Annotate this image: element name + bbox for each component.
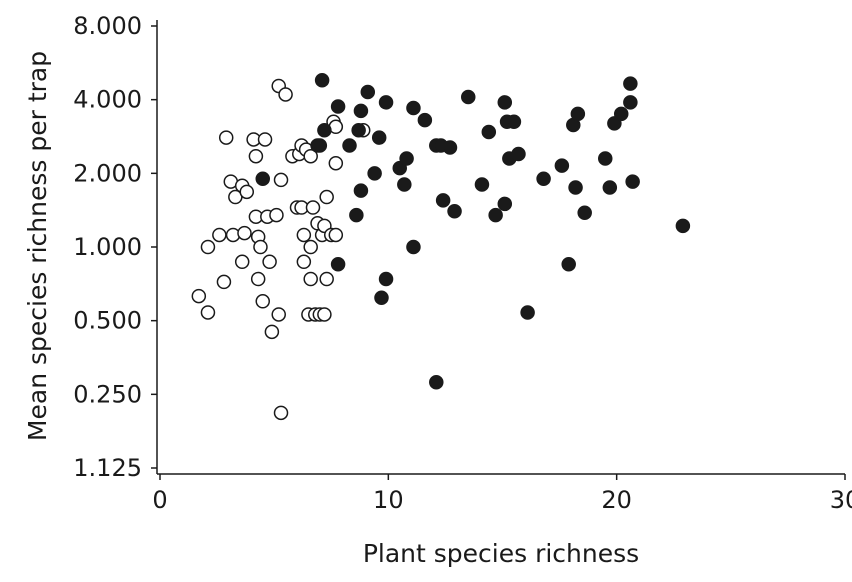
filled-point xyxy=(489,209,502,222)
open-point xyxy=(297,228,310,241)
filled-point xyxy=(626,175,639,188)
filled-point xyxy=(599,152,612,165)
filled-point xyxy=(352,124,365,137)
y-tick-label: 2.000 xyxy=(73,159,142,187)
filled-point xyxy=(350,209,363,222)
open-point xyxy=(304,241,317,254)
y-tick-label: 1.000 xyxy=(73,233,142,261)
open-point xyxy=(201,241,214,254)
filled-point xyxy=(354,104,367,117)
filled-point xyxy=(562,258,575,271)
filled-point xyxy=(498,96,511,109)
filled-point xyxy=(375,291,388,304)
x-tick-label: 30 xyxy=(830,486,852,514)
open-point xyxy=(306,201,319,214)
filled-point xyxy=(521,306,534,319)
y-tick-label: 0.500 xyxy=(73,307,142,335)
filled-point xyxy=(361,85,374,98)
open-point xyxy=(256,295,269,308)
filled-point xyxy=(462,91,475,104)
filled-point xyxy=(448,205,461,218)
open-point xyxy=(320,273,333,286)
filled-point xyxy=(354,184,367,197)
x-tick-label: 20 xyxy=(601,486,632,514)
filled-point xyxy=(437,194,450,207)
y-tick-label: 1.125 xyxy=(73,454,142,482)
open-point xyxy=(318,308,331,321)
filled-point xyxy=(368,167,381,180)
filled-point xyxy=(343,139,356,152)
filled-point xyxy=(555,159,568,172)
filled-point xyxy=(400,152,413,165)
open-point xyxy=(240,185,253,198)
filled-point xyxy=(313,139,326,152)
filled-point xyxy=(380,96,393,109)
open-point xyxy=(275,406,288,419)
open-point xyxy=(297,255,310,268)
filled-point xyxy=(624,96,637,109)
filled-point xyxy=(603,181,616,194)
y-ticks: 1.125 0.250 0.500 1.000 2.000 4.000 8.000 xyxy=(73,12,157,482)
x-ticks: 0 10 20 30 xyxy=(152,474,852,514)
filled-point xyxy=(443,141,456,154)
filled-point xyxy=(332,100,345,113)
filled-point xyxy=(430,376,443,389)
open-point xyxy=(249,150,262,163)
open-point xyxy=(254,241,267,254)
filled-point xyxy=(373,131,386,144)
open-point xyxy=(329,157,342,170)
filled-point xyxy=(380,273,393,286)
filled-point xyxy=(418,114,431,127)
open-point xyxy=(220,131,233,144)
open-point xyxy=(201,306,214,319)
y-tick-label: 0.250 xyxy=(73,380,142,408)
filled-point xyxy=(676,219,689,232)
open-point xyxy=(252,273,265,286)
y-axis-title: Mean species richness per trap xyxy=(23,51,52,441)
x-tick-label: 0 xyxy=(152,486,167,514)
filled-point xyxy=(318,124,331,137)
open-point xyxy=(329,228,342,241)
open-point xyxy=(279,88,292,101)
filled-point xyxy=(507,115,520,128)
open-point xyxy=(270,209,283,222)
open-point xyxy=(238,227,251,240)
y-tick-label: 4.000 xyxy=(73,86,142,114)
filled-point xyxy=(512,147,525,160)
open-point xyxy=(236,255,249,268)
filled-point xyxy=(398,178,411,191)
x-tick-label: 10 xyxy=(373,486,404,514)
open-point xyxy=(320,191,333,204)
filled-point xyxy=(498,197,511,210)
filled-point xyxy=(475,178,488,191)
open-point xyxy=(213,228,226,241)
open-point xyxy=(259,133,272,146)
filled-point xyxy=(482,126,495,139)
open-point xyxy=(304,273,317,286)
filled-point xyxy=(569,181,582,194)
y-tick-label: 8.000 xyxy=(73,12,142,40)
open-point xyxy=(275,173,288,186)
open-point xyxy=(263,255,276,268)
open-point xyxy=(192,290,205,303)
open-point xyxy=(272,308,285,321)
filled-point xyxy=(407,101,420,114)
filled-point xyxy=(332,258,345,271)
filled-point xyxy=(407,241,420,254)
filled-point xyxy=(537,172,550,185)
filled-point xyxy=(615,107,628,120)
scatter-chart: 1.125 0.250 0.500 1.000 2.000 4.000 8.000 0 10 2… xyxy=(0,0,852,582)
filled-point xyxy=(578,206,591,219)
filled-point xyxy=(571,107,584,120)
open-point xyxy=(265,325,278,338)
filled-point xyxy=(624,77,637,90)
filled-point xyxy=(256,172,269,185)
series-open xyxy=(192,79,369,419)
x-axis-title: Plant species richness xyxy=(363,539,639,568)
open-point xyxy=(217,275,230,288)
filled-point xyxy=(316,74,329,87)
